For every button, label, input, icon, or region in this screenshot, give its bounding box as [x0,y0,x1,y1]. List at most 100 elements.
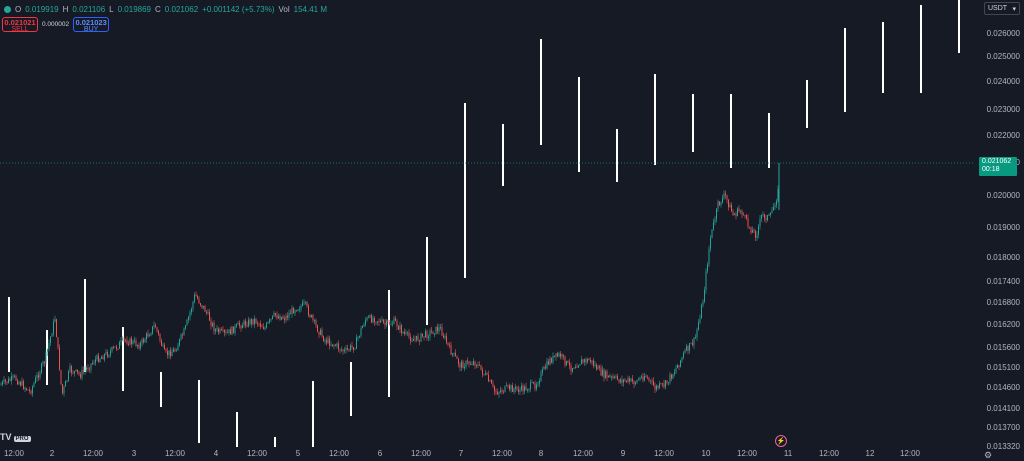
candle-body [546,361,548,369]
candle-body [329,338,330,346]
candle-body [615,376,617,377]
candle-body [276,315,278,319]
candle-body [294,310,296,314]
candle-body [735,213,737,216]
candle-body [177,345,179,351]
candle-body [176,350,177,352]
bar-countdown: 00:18 [982,166,1000,173]
candle-body [290,313,291,315]
candle-body [164,345,165,350]
candle-body [747,218,749,227]
candle-body [531,382,533,384]
open-value: 0.019919 [25,4,59,14]
candle-body [264,327,266,330]
candle-body [740,211,741,212]
candle-body [231,326,233,335]
tradingview-logo[interactable]: TV PRO [0,432,31,442]
candle-body [225,332,227,334]
candle-body [764,214,765,219]
candle-body [363,324,365,327]
candle-body [195,294,197,297]
candle-body [138,344,140,349]
time-tick-label: 6 [377,449,383,458]
candle-body [284,318,285,321]
candle-body [42,361,44,364]
candle-body [753,230,755,231]
candle-body [509,385,510,390]
candle-body [135,340,137,346]
quote-currency-select[interactable]: USDT ▾ [984,2,1020,15]
gear-icon[interactable]: ⚙ [984,450,993,460]
candle-body [44,361,45,363]
candle-body [513,388,515,392]
sell-button[interactable]: 0.021021 SELL [2,17,38,33]
candle-body [542,369,543,373]
candle-body [692,342,693,346]
candle-body [372,318,374,323]
candle-body [293,307,294,314]
candle-body [261,326,263,328]
candle-body [602,369,603,376]
high-label: H [62,4,69,14]
candle-body [347,348,348,350]
candle-body [215,329,216,332]
candle-body [428,336,429,338]
price-chart[interactable] [0,0,975,447]
time-axis[interactable]: 12:00 2 12:00 3 12:00 4 12:00 5 12:00 6 12:00 7 12:0… [0,447,975,461]
candle-body [234,326,236,334]
candle-body [312,314,314,321]
candle-body [554,355,555,357]
candle-body [491,380,492,384]
candle-body [717,201,719,209]
candle-body [333,345,335,346]
candle-body [647,377,648,378]
candle-body [188,317,189,320]
candle-body [737,208,738,216]
candle-body [402,332,404,334]
candle-body [510,385,512,390]
candle-body [641,376,642,378]
candle-body [116,346,117,349]
low-label: L [109,4,114,14]
candle-body [599,366,600,368]
time-tick-label: 5 [295,449,301,458]
ohlc-legend: O 0.019919 H 0.021106 L 0.019869 C 0.021062 … [4,2,327,16]
candle-body [186,319,188,326]
candle-body [467,360,468,362]
buy-button[interactable]: 0.021023 BUY [73,17,110,33]
candle-body [134,340,135,342]
candle-body [609,375,611,377]
candle-body [270,318,272,320]
price-axis[interactable]: 0.026000 0.025000 0.024000 0.023000 0.022000… [975,0,1024,461]
candle-body [291,307,293,315]
candle-body [590,360,591,362]
candle-body [122,338,123,341]
open-label: O [15,4,22,14]
candle-body [27,389,29,391]
candle-body [734,213,735,215]
candle-body [750,227,752,233]
candle-body [30,390,32,394]
time-tick-label: 12:00 [491,449,513,458]
candle-body [314,320,315,321]
candle-body [578,365,579,368]
change-value: +0.001142 (+5.73%) [202,4,275,14]
candle-body [369,315,371,318]
candle-body [74,371,75,374]
candle-body [26,388,27,390]
candle-body [527,389,528,391]
candle-body [65,381,66,387]
candle-body [96,355,98,360]
candle-body [549,358,551,365]
candle-body [704,290,705,302]
candle-body [614,376,615,378]
lightning-bolt-icon[interactable]: ⚡ [775,435,787,447]
candle-body [305,302,306,303]
candle-body [416,335,417,340]
candle-body [353,346,354,350]
candle-body [708,248,710,265]
candle-body [632,378,633,382]
candle-body [687,346,689,351]
candle-body [129,338,131,345]
candle-body [366,317,368,321]
